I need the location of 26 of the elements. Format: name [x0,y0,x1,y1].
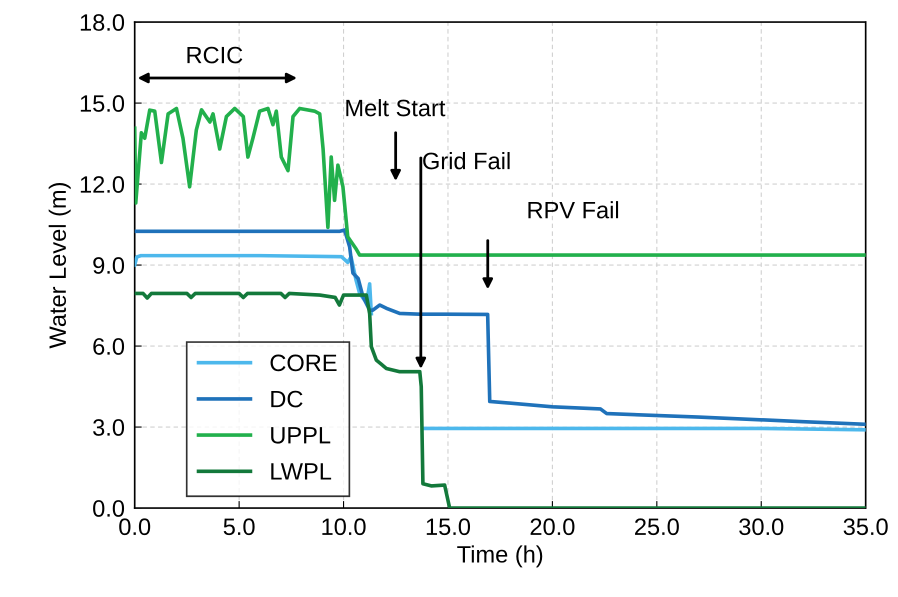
x-tick-label: 5.0 [224,518,255,536]
y-tick-label: 9.0 [93,257,124,274]
line-series [134,228,866,426]
y-tick-label: 18.0 [80,14,124,31]
x-tick-label: 20.0 [530,518,574,536]
y-tick-label: 12.0 [80,176,124,193]
legend-label: DC [271,390,303,408]
x-tick-label: 25.0 [635,518,679,536]
x-tick-label: 15.0 [426,518,470,536]
x-tick-label: 10.0 [322,518,366,536]
y-tick-label: 6.0 [93,338,124,355]
x-tick-label: 35.0 [844,518,888,536]
annotation: RPV Fail [528,201,618,218]
y-axis-title: Water Level (m) [48,183,71,348]
annotation: RCIC [187,46,242,64]
y-tick-label: 0.0 [93,500,124,517]
annotation: Grid Fail [423,152,510,170]
legend-label: CORE [270,354,337,372]
annotation: Melt Start [346,99,446,116]
legend-label: LWPL [271,463,332,480]
x-tick-label: 30.0 [739,518,784,536]
x-tick-label: 0.0 [119,518,150,536]
legend-label: UPPL [271,427,330,444]
x-axis-title: Time (h) [457,545,542,568]
y-tick-label: 3.0 [93,419,124,436]
y-tick-label: 15.0 [80,95,124,112]
